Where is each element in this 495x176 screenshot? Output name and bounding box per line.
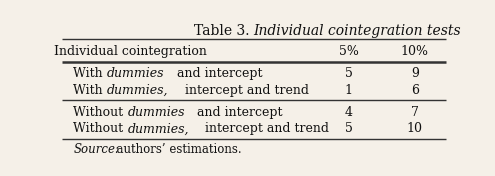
- Text: 1: 1: [345, 84, 353, 97]
- Text: intercept and trend: intercept and trend: [189, 122, 329, 135]
- Text: dummies,: dummies,: [107, 84, 168, 97]
- Text: dummies,: dummies,: [128, 122, 189, 135]
- Text: dummies: dummies: [128, 106, 185, 119]
- Text: 5: 5: [345, 122, 353, 135]
- Text: and intercept: and intercept: [185, 106, 283, 119]
- Text: 5: 5: [345, 67, 353, 80]
- Text: 9: 9: [411, 67, 419, 80]
- Text: 10: 10: [407, 122, 423, 135]
- Text: 4: 4: [345, 106, 353, 119]
- Text: 5%: 5%: [339, 45, 359, 58]
- Text: Individual cointegration tests: Individual cointegration tests: [253, 24, 461, 38]
- Text: authors’ estimations.: authors’ estimations.: [109, 143, 241, 156]
- Text: 6: 6: [411, 84, 419, 97]
- Text: 10%: 10%: [401, 45, 429, 58]
- Text: dummies: dummies: [107, 67, 164, 80]
- Text: Table 3.: Table 3.: [194, 24, 253, 38]
- Text: Source:: Source:: [73, 143, 119, 156]
- Text: intercept and trend: intercept and trend: [168, 84, 308, 97]
- Text: Without: Without: [73, 122, 128, 135]
- Text: Without: Without: [73, 106, 128, 119]
- Text: and intercept: and intercept: [164, 67, 262, 80]
- Text: 7: 7: [411, 106, 419, 119]
- Text: With: With: [73, 67, 107, 80]
- Text: With: With: [73, 84, 107, 97]
- Text: Individual cointegration: Individual cointegration: [54, 45, 207, 58]
